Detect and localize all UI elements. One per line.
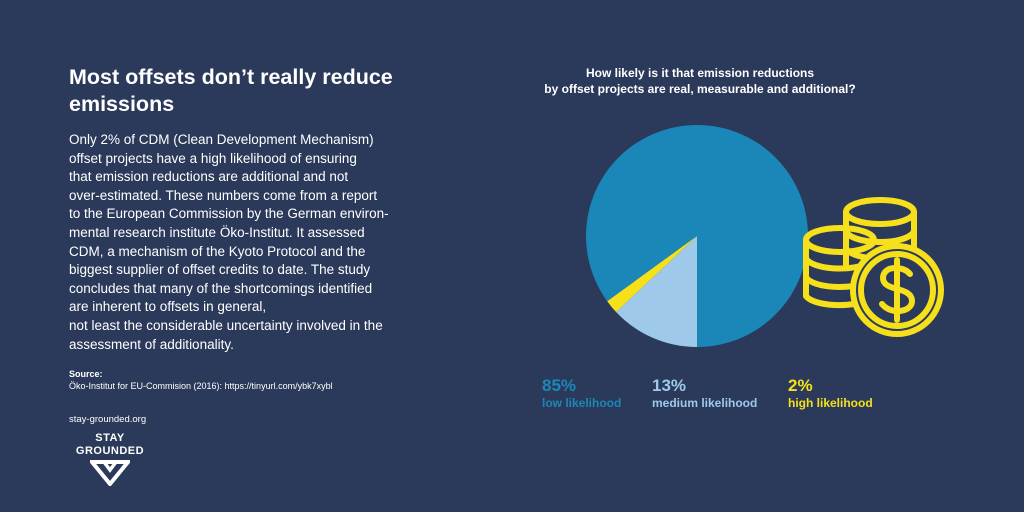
- legend-value-high: 2%: [788, 376, 813, 395]
- pie-slice-medium: [616, 236, 697, 347]
- pie-slice-high: [607, 236, 697, 312]
- source-label: Source:: [69, 369, 103, 379]
- legend-item-medium: 13% medium likelihood: [652, 376, 757, 411]
- legend-label-high: high likelihood: [788, 396, 873, 410]
- legend-value-low: 85%: [542, 376, 577, 395]
- chart-title-line-2: by offset projects are real, measurable …: [544, 81, 856, 96]
- legend-label-low: low likelihood: [542, 396, 622, 410]
- logo-line-grounded: GROUNDED: [75, 444, 145, 457]
- logo-line-stay: STAY: [95, 432, 125, 444]
- chart-title-line-1: How likely is it that emission reduction…: [585, 66, 815, 80]
- source-citation: Öko-Institut for EU-Commision (2016): ht…: [69, 381, 333, 391]
- website-url: stay-grounded.org: [69, 414, 147, 425]
- chevron-logo-icon: [90, 460, 130, 486]
- pie-slice-low: [586, 125, 809, 347]
- legend-label-medium: medium likelihood: [652, 396, 758, 410]
- legend-value-medium: 13%: [652, 376, 687, 395]
- legend-item-high: 2% high likelihood: [788, 376, 873, 411]
- body-paragraph: Only 2% of CDM (Clean Development Mechan…: [69, 132, 389, 352]
- chart-title: How likely is it that emission reduction…: [500, 66, 900, 97]
- legend-item-low: 85% low likelihood: [542, 376, 621, 411]
- coin-stacks-dollar-icon: [803, 197, 944, 337]
- stay-grounded-logo: STAY GROUNDED: [69, 432, 151, 486]
- page-title: Most offsets don’t really reduce emissio…: [69, 65, 393, 116]
